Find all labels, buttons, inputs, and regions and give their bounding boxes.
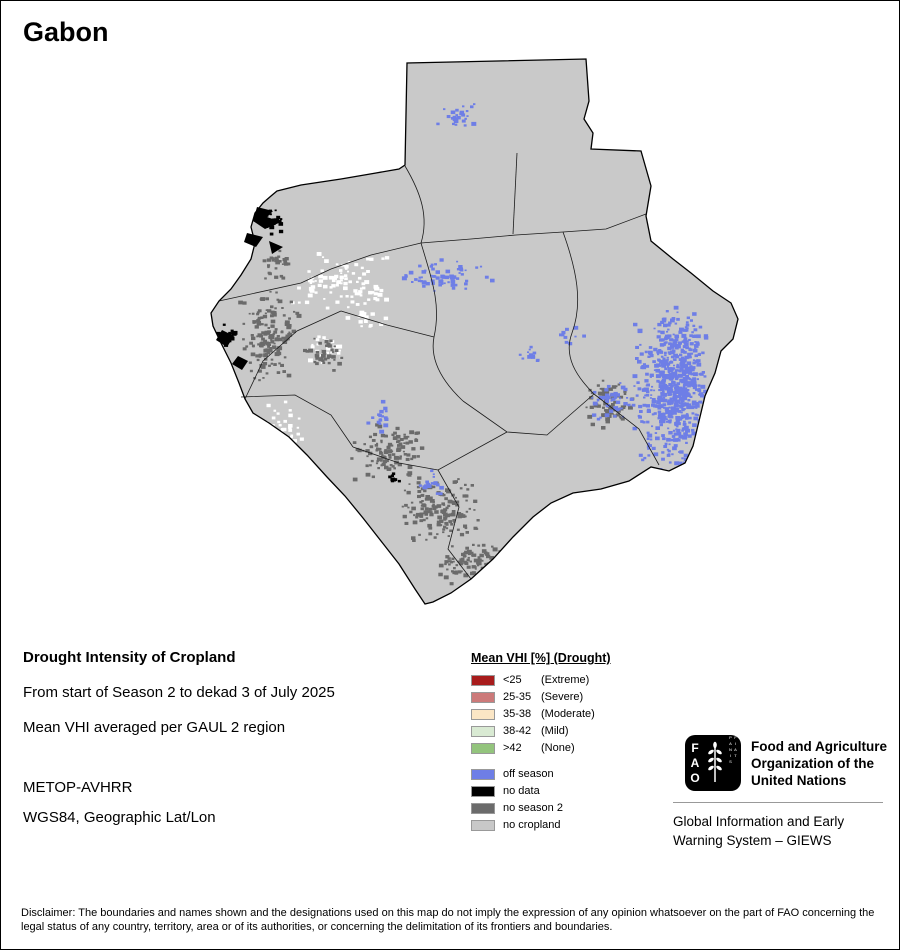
legend-value: 25-35 — [503, 691, 532, 703]
legend-qualifier: (Mild) — [541, 725, 569, 737]
fao-org-line: Food and Agriculture — [751, 739, 887, 754]
wheat-icon — [708, 741, 722, 782]
legend-vhi-rows: <25 (Extreme) 25-35 (Severe) 35-38 (Moderate)… — [471, 674, 671, 754]
legend-row: off season — [471, 768, 671, 780]
legend-qualifier: (Severe) — [541, 691, 584, 703]
fao-org-line: United Nations — [751, 773, 847, 788]
legend-swatch — [471, 742, 495, 754]
branding-divider — [673, 802, 883, 803]
legend-row: no season 2 — [471, 802, 671, 814]
legend-swatch — [471, 785, 495, 797]
legend-qualifier: (Moderate) — [541, 708, 595, 720]
legend-row: >42 (None) — [471, 742, 671, 754]
legend-row: 38-42 (Mild) — [471, 725, 671, 737]
cropland-status-speckles — [215, 103, 709, 587]
legend-swatch — [471, 725, 495, 737]
legend: Mean VHI [%] (Drought) <25 (Extreme) 25-35… — [471, 651, 671, 836]
legend-label: off season — [503, 768, 554, 780]
legend-qualifier: (None) — [541, 742, 575, 754]
giews-line: Global Information and Early — [673, 814, 845, 829]
legend-value: 35-38 — [503, 708, 532, 720]
country-shape — [211, 59, 738, 604]
legend-row: <25 (Extreme) — [471, 674, 671, 686]
aggregation-text: Mean VHI averaged per GAUL 2 region — [23, 719, 286, 736]
giews-name: Global Information and Early Warning Sys… — [673, 812, 844, 850]
sensor-text: METOP-AVHRR — [23, 779, 133, 796]
legend-swatch — [471, 802, 495, 814]
legend-label: no season 2 — [503, 802, 563, 814]
legend-row: no data — [471, 785, 671, 797]
fao-logo-motto: FIAT PANIS — [728, 735, 738, 765]
fao-logo: FAO FIAT PANIS — [685, 735, 741, 791]
season-period-text: From start of Season 2 to dekad 3 of Jul… — [23, 684, 335, 701]
legend-other-rows: off season no data no season 2 no cropland — [471, 768, 671, 831]
legend-value: 38-42 — [503, 725, 532, 737]
legend-label: no cropland — [503, 819, 561, 831]
legend-swatch — [471, 819, 495, 831]
legend-value: >42 — [503, 742, 522, 754]
legend-swatch — [471, 691, 495, 703]
legend-label: no data — [503, 785, 540, 797]
fao-org-name: Food and Agriculture Organization of the… — [751, 738, 887, 789]
fao-logo-text: FAO — [688, 740, 702, 786]
legend-swatch — [471, 708, 495, 720]
page-title: Gabon — [23, 17, 109, 47]
legend-value: <25 — [503, 674, 522, 686]
legend-row: 35-38 (Moderate) — [471, 708, 671, 720]
legend-title: Mean VHI [%] (Drought) — [471, 651, 611, 665]
giews-line: Warning System – GIEWS — [673, 833, 832, 848]
disclaimer-text: Disclaimer: The boundaries and names sho… — [21, 907, 875, 933]
legend-row: no cropland — [471, 819, 671, 831]
admin-boundaries — [218, 152, 660, 580]
legend-qualifier: (Extreme) — [541, 674, 590, 686]
estuary-no-data-blobs — [216, 207, 283, 370]
projection-text: WGS84, Geographic Lat/Lon — [23, 809, 216, 826]
legend-row: 25-35 (Severe) — [471, 691, 671, 703]
map-subject-heading: Drought Intensity of Cropland — [23, 649, 236, 666]
legend-swatch — [471, 768, 495, 780]
fao-org-line: Organization of the — [751, 756, 874, 771]
legend-swatch — [471, 674, 495, 686]
country-outline — [210, 58, 739, 605]
